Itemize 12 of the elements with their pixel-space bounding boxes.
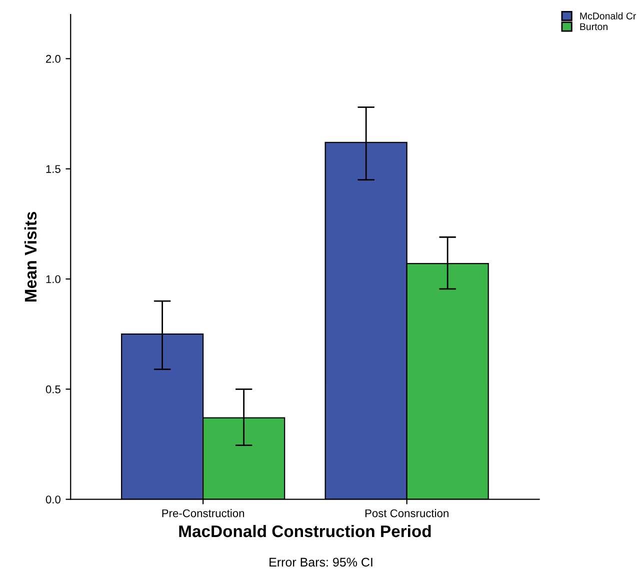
- y-tick-label: 0.0: [46, 496, 60, 504]
- x-tick-label: Pre-Construction: [162, 509, 244, 518]
- legend-label: Burton: [580, 23, 608, 30]
- text: Error Bars: 95% CI: [270, 558, 372, 567]
- y-tick-label: 1.5: [46, 165, 60, 173]
- x-axis-title: MacDonald Construction Period: [179, 524, 431, 538]
- y-tick-label: 1.0: [46, 275, 60, 284]
- x-tick-label: Post Consruction: [365, 509, 448, 518]
- y-axis-title: Mean Visits: [24, 212, 37, 302]
- legend-label: McDonald Cr: [580, 12, 636, 20]
- y-tick-label: 0.5: [46, 385, 60, 394]
- y-tick-label: 2.0: [46, 54, 60, 63]
